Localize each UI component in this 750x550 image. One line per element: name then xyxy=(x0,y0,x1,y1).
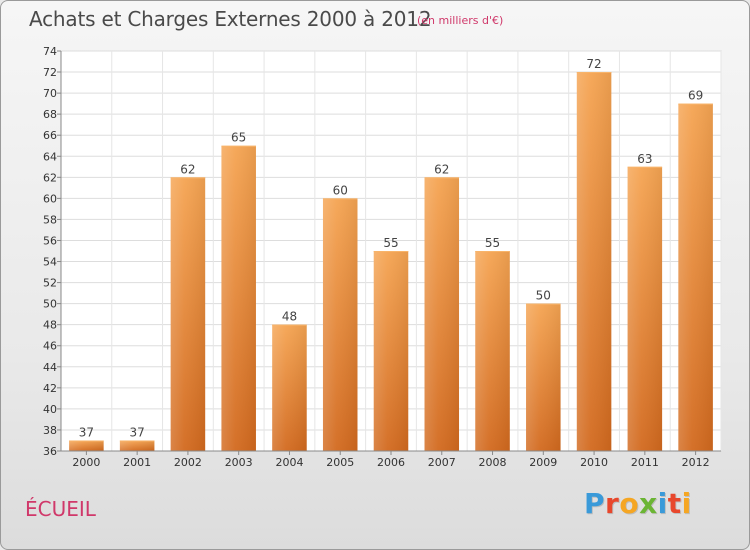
data-label: 72 xyxy=(586,57,601,71)
bar-shine xyxy=(322,198,358,451)
y-tick-label: 48 xyxy=(43,319,57,332)
bar xyxy=(69,440,104,451)
logo-letter: r xyxy=(605,487,620,520)
x-tick-label: 2003 xyxy=(225,456,253,469)
y-tick-label: 52 xyxy=(43,277,57,290)
bar-shine xyxy=(119,440,155,451)
y-tick-label: 38 xyxy=(43,424,57,437)
bar xyxy=(576,72,612,451)
data-label: 62 xyxy=(434,162,449,176)
bar xyxy=(272,324,307,451)
logo-letter: i xyxy=(681,487,692,520)
data-label: 55 xyxy=(485,236,500,250)
bar xyxy=(119,440,155,451)
data-label: 60 xyxy=(333,183,348,197)
y-tick-label: 68 xyxy=(43,108,57,121)
bar-shine xyxy=(170,177,206,451)
x-tick-label: 2012 xyxy=(682,456,710,469)
data-label: 37 xyxy=(79,425,94,439)
logo-letter: o xyxy=(619,487,640,520)
bar xyxy=(373,251,409,451)
bar-shine xyxy=(424,177,460,451)
y-tick-label: 44 xyxy=(43,361,57,374)
data-label: 65 xyxy=(231,131,246,145)
bar-shine xyxy=(221,145,256,451)
x-tick-label: 2006 xyxy=(377,456,405,469)
y-tick-label: 58 xyxy=(43,213,57,226)
bar-shine xyxy=(576,72,612,451)
x-tick-label: 2007 xyxy=(428,456,456,469)
x-tick-label: 2004 xyxy=(275,456,303,469)
data-label: 62 xyxy=(180,162,195,176)
x-tick-label: 2002 xyxy=(174,456,202,469)
bar-shine xyxy=(627,166,663,451)
y-tick-label: 64 xyxy=(43,150,57,163)
logo-letter: i xyxy=(657,487,668,520)
chart-subtitle: (en milliers d'€) xyxy=(417,14,504,27)
x-tick-label: 2000 xyxy=(72,456,100,469)
bar-shine xyxy=(678,103,713,451)
data-label: 63 xyxy=(637,152,652,166)
logo-letter: x xyxy=(639,487,658,520)
bar xyxy=(678,103,713,451)
x-tick-label: 2005 xyxy=(326,456,354,469)
bar xyxy=(170,177,206,451)
y-tick-label: 66 xyxy=(43,129,57,142)
bar xyxy=(221,145,256,451)
y-tick-label: 60 xyxy=(43,192,57,205)
x-tick-label: 2009 xyxy=(529,456,557,469)
y-tick-label: 46 xyxy=(43,340,57,353)
x-tick-label: 2010 xyxy=(580,456,608,469)
bar-shine xyxy=(475,251,510,451)
data-label: 50 xyxy=(536,289,551,303)
logo-letter: t xyxy=(667,487,682,520)
y-tick-label: 56 xyxy=(43,234,57,247)
y-tick-label: 36 xyxy=(43,445,57,458)
y-tick-label: 54 xyxy=(43,256,57,269)
bar-shine xyxy=(69,440,104,451)
data-label: 69 xyxy=(688,89,703,103)
bar xyxy=(526,303,561,451)
data-label: 37 xyxy=(130,425,145,439)
y-tick-label: 42 xyxy=(43,382,57,395)
y-tick-label: 50 xyxy=(43,298,57,311)
location-name: ÉCUEIL xyxy=(25,497,96,521)
x-tick-label: 2008 xyxy=(479,456,507,469)
data-label: 55 xyxy=(383,236,398,250)
bar xyxy=(475,251,510,451)
bar-shine xyxy=(373,251,409,451)
bar-shine xyxy=(526,303,561,451)
bar xyxy=(322,198,358,451)
y-tick-label: 72 xyxy=(43,66,57,79)
data-label: 48 xyxy=(282,310,297,324)
proxiti-logo: Proxiti xyxy=(584,487,692,527)
chart-title: Achats et Charges Externes 2000 à 2012 xyxy=(29,7,432,31)
x-tick-label: 2011 xyxy=(631,456,659,469)
y-tick-label: 40 xyxy=(43,403,57,416)
y-tick-label: 74 xyxy=(43,45,57,58)
y-tick-label: 62 xyxy=(43,171,57,184)
x-tick-label: 2001 xyxy=(123,456,151,469)
bar xyxy=(627,166,663,451)
logo-letter: P xyxy=(584,487,606,520)
bar-shine xyxy=(272,324,307,451)
y-tick-label: 70 xyxy=(43,87,57,100)
bar xyxy=(424,177,460,451)
